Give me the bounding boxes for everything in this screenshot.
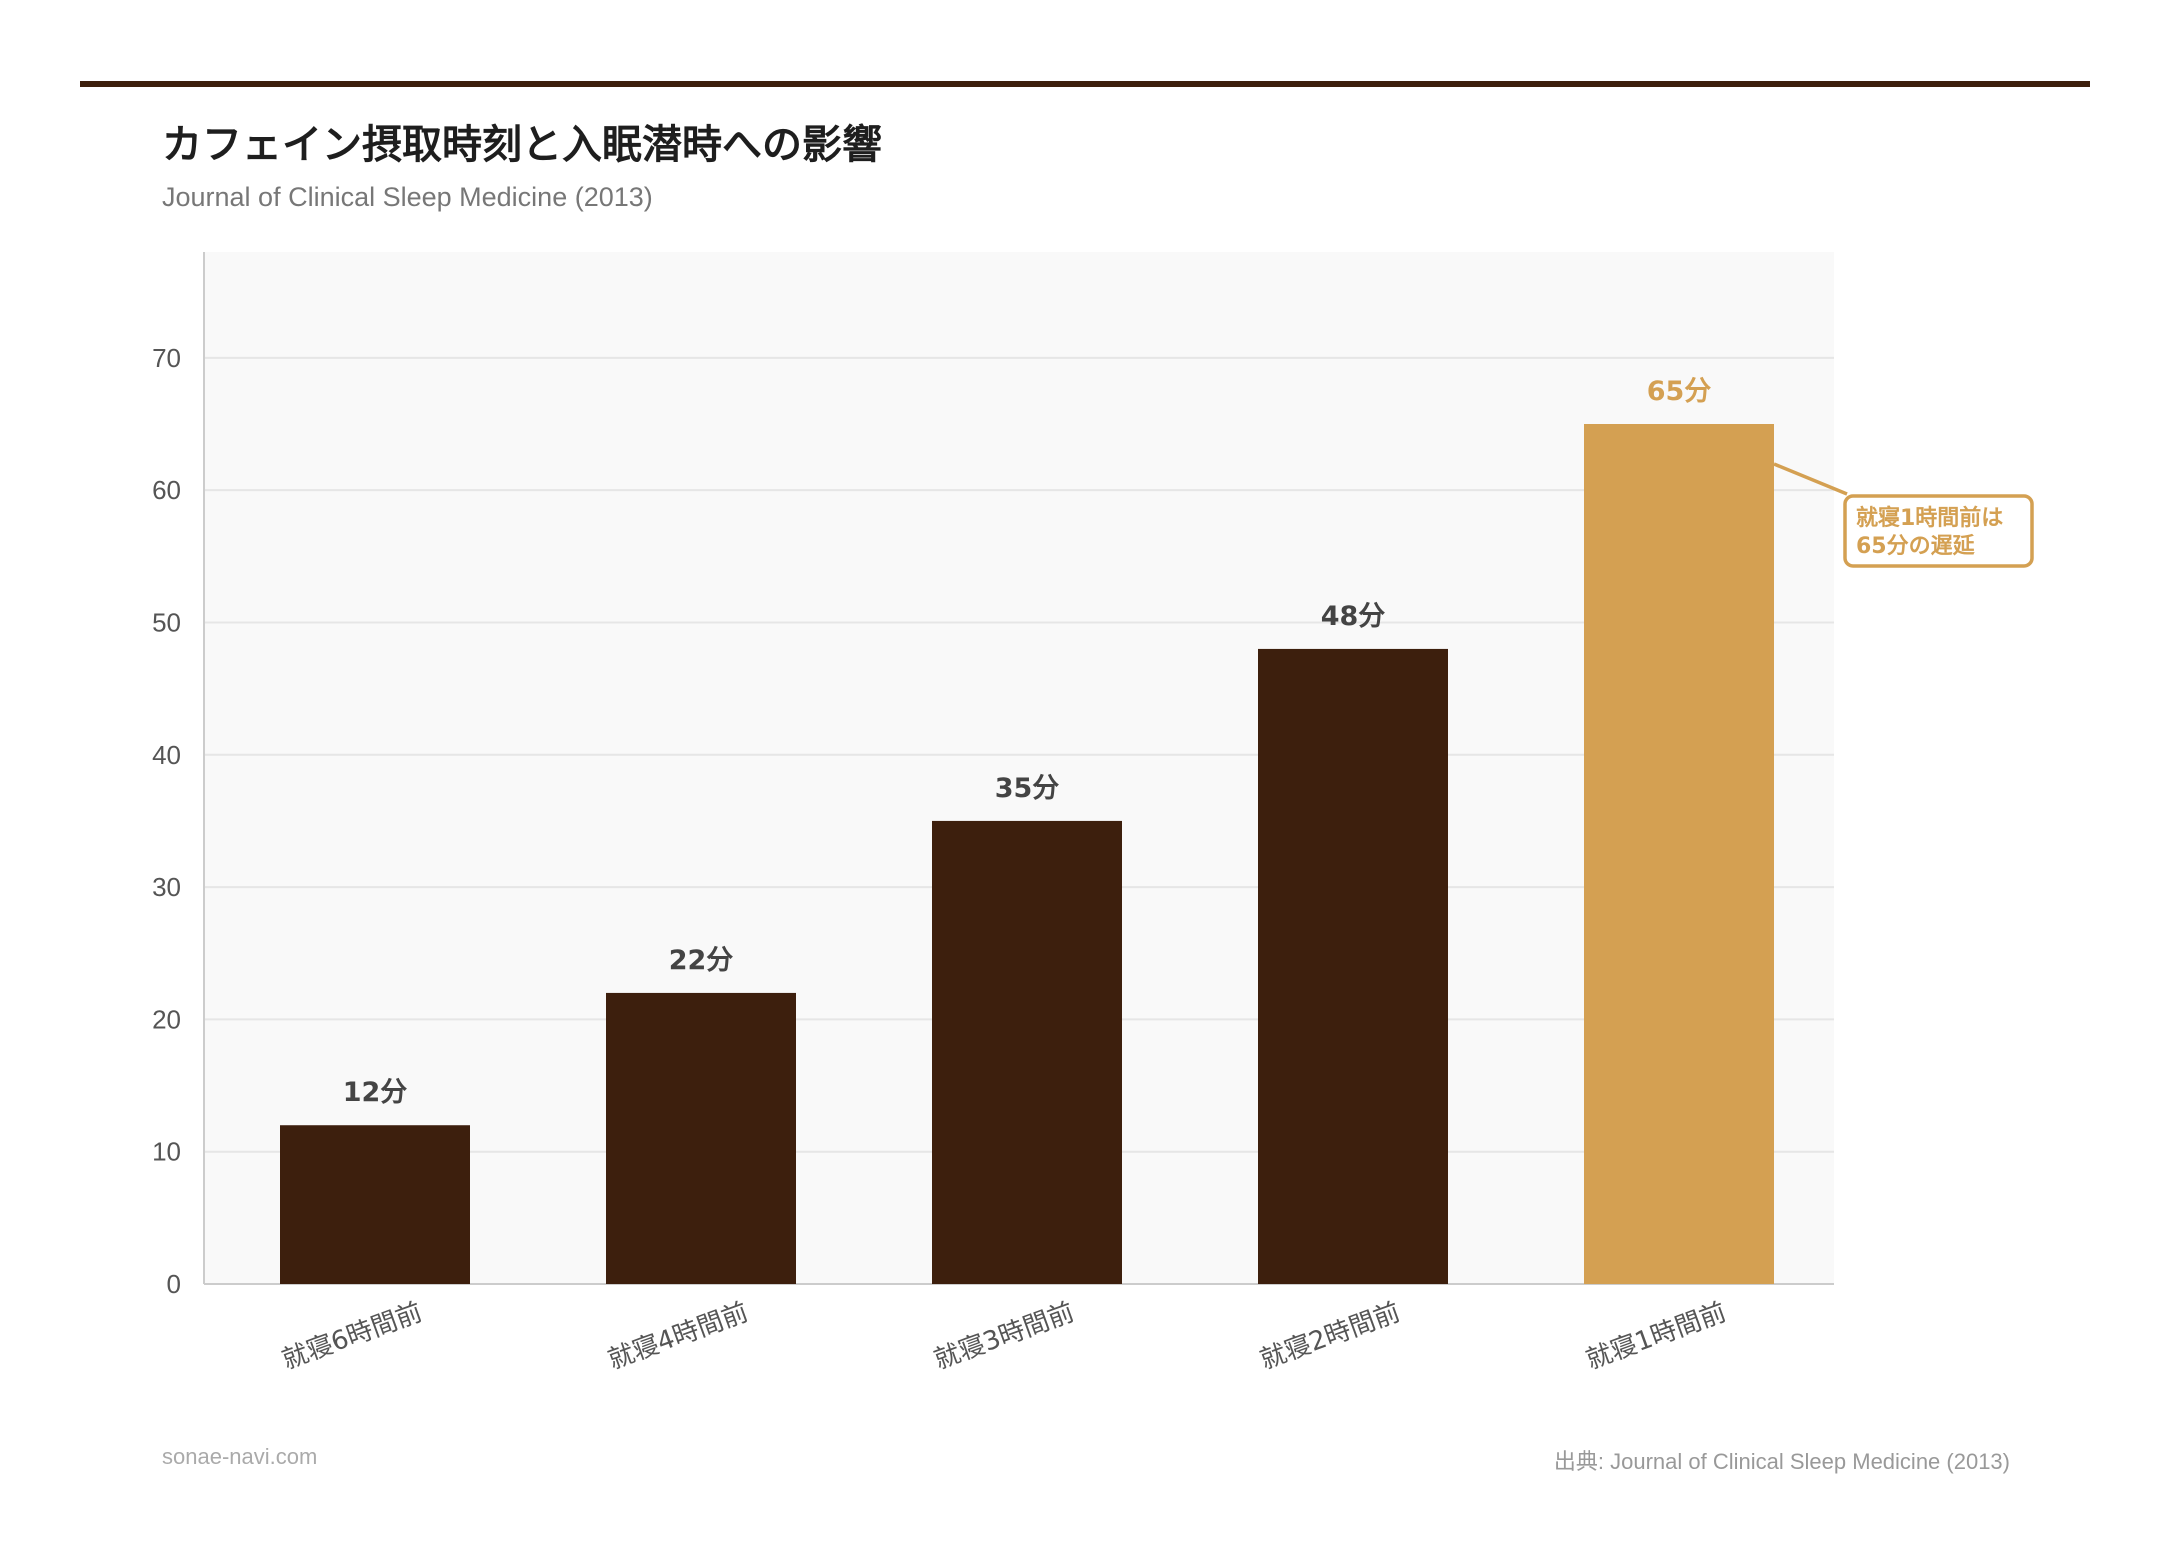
footer-source: 出典: Journal of Clinical Sleep Medicine (…: [1553, 1449, 2010, 1474]
y-tick-label: 30: [152, 872, 181, 902]
footer-site: sonae-navi.com: [162, 1444, 318, 1469]
annotation-connector: [1773, 462, 1848, 496]
data-label: 48分: [1321, 601, 1386, 632]
x-tick-label: 就寝3時間前: [930, 1297, 1078, 1375]
y-tick-label: 10: [152, 1137, 181, 1167]
x-tick-label: 就寝6時間前: [278, 1297, 426, 1375]
x-tick-label: 就寝2時間前: [1256, 1297, 1404, 1375]
bar: [606, 992, 796, 1284]
top-rule: [80, 81, 2090, 87]
bar: [932, 820, 1122, 1284]
data-label: 12分: [343, 1077, 408, 1108]
annotation-box: [1843, 494, 2034, 568]
data-label: 35分: [995, 773, 1060, 804]
chart-subtitle: Journal of Clinical Sleep Medicine (2013…: [162, 182, 653, 212]
y-tick-label: 40: [152, 740, 181, 770]
annotation-text-line1: 就寝1時間前は: [1856, 505, 2003, 531]
y-tick-label: 0: [167, 1269, 181, 1299]
x-tick-label: 就寝1時間前: [1582, 1297, 1730, 1375]
data-label: 22分: [669, 945, 734, 976]
bar: [1584, 424, 1774, 1284]
bar: [280, 1125, 470, 1284]
y-tick-label: 50: [152, 607, 181, 637]
x-tick-label: 就寝4時間前: [604, 1297, 752, 1375]
y-tick-label: 60: [152, 475, 181, 505]
chart-title: カフェイン摂取時刻と入眠潜時への影響: [162, 122, 882, 168]
bar: [1258, 648, 1448, 1284]
y-tick-label: 20: [152, 1004, 181, 1034]
annotation-text-line2: 65分の遅延: [1856, 534, 1976, 559]
y-tick-label: 70: [152, 343, 181, 373]
data-label: 65分: [1647, 376, 1712, 407]
